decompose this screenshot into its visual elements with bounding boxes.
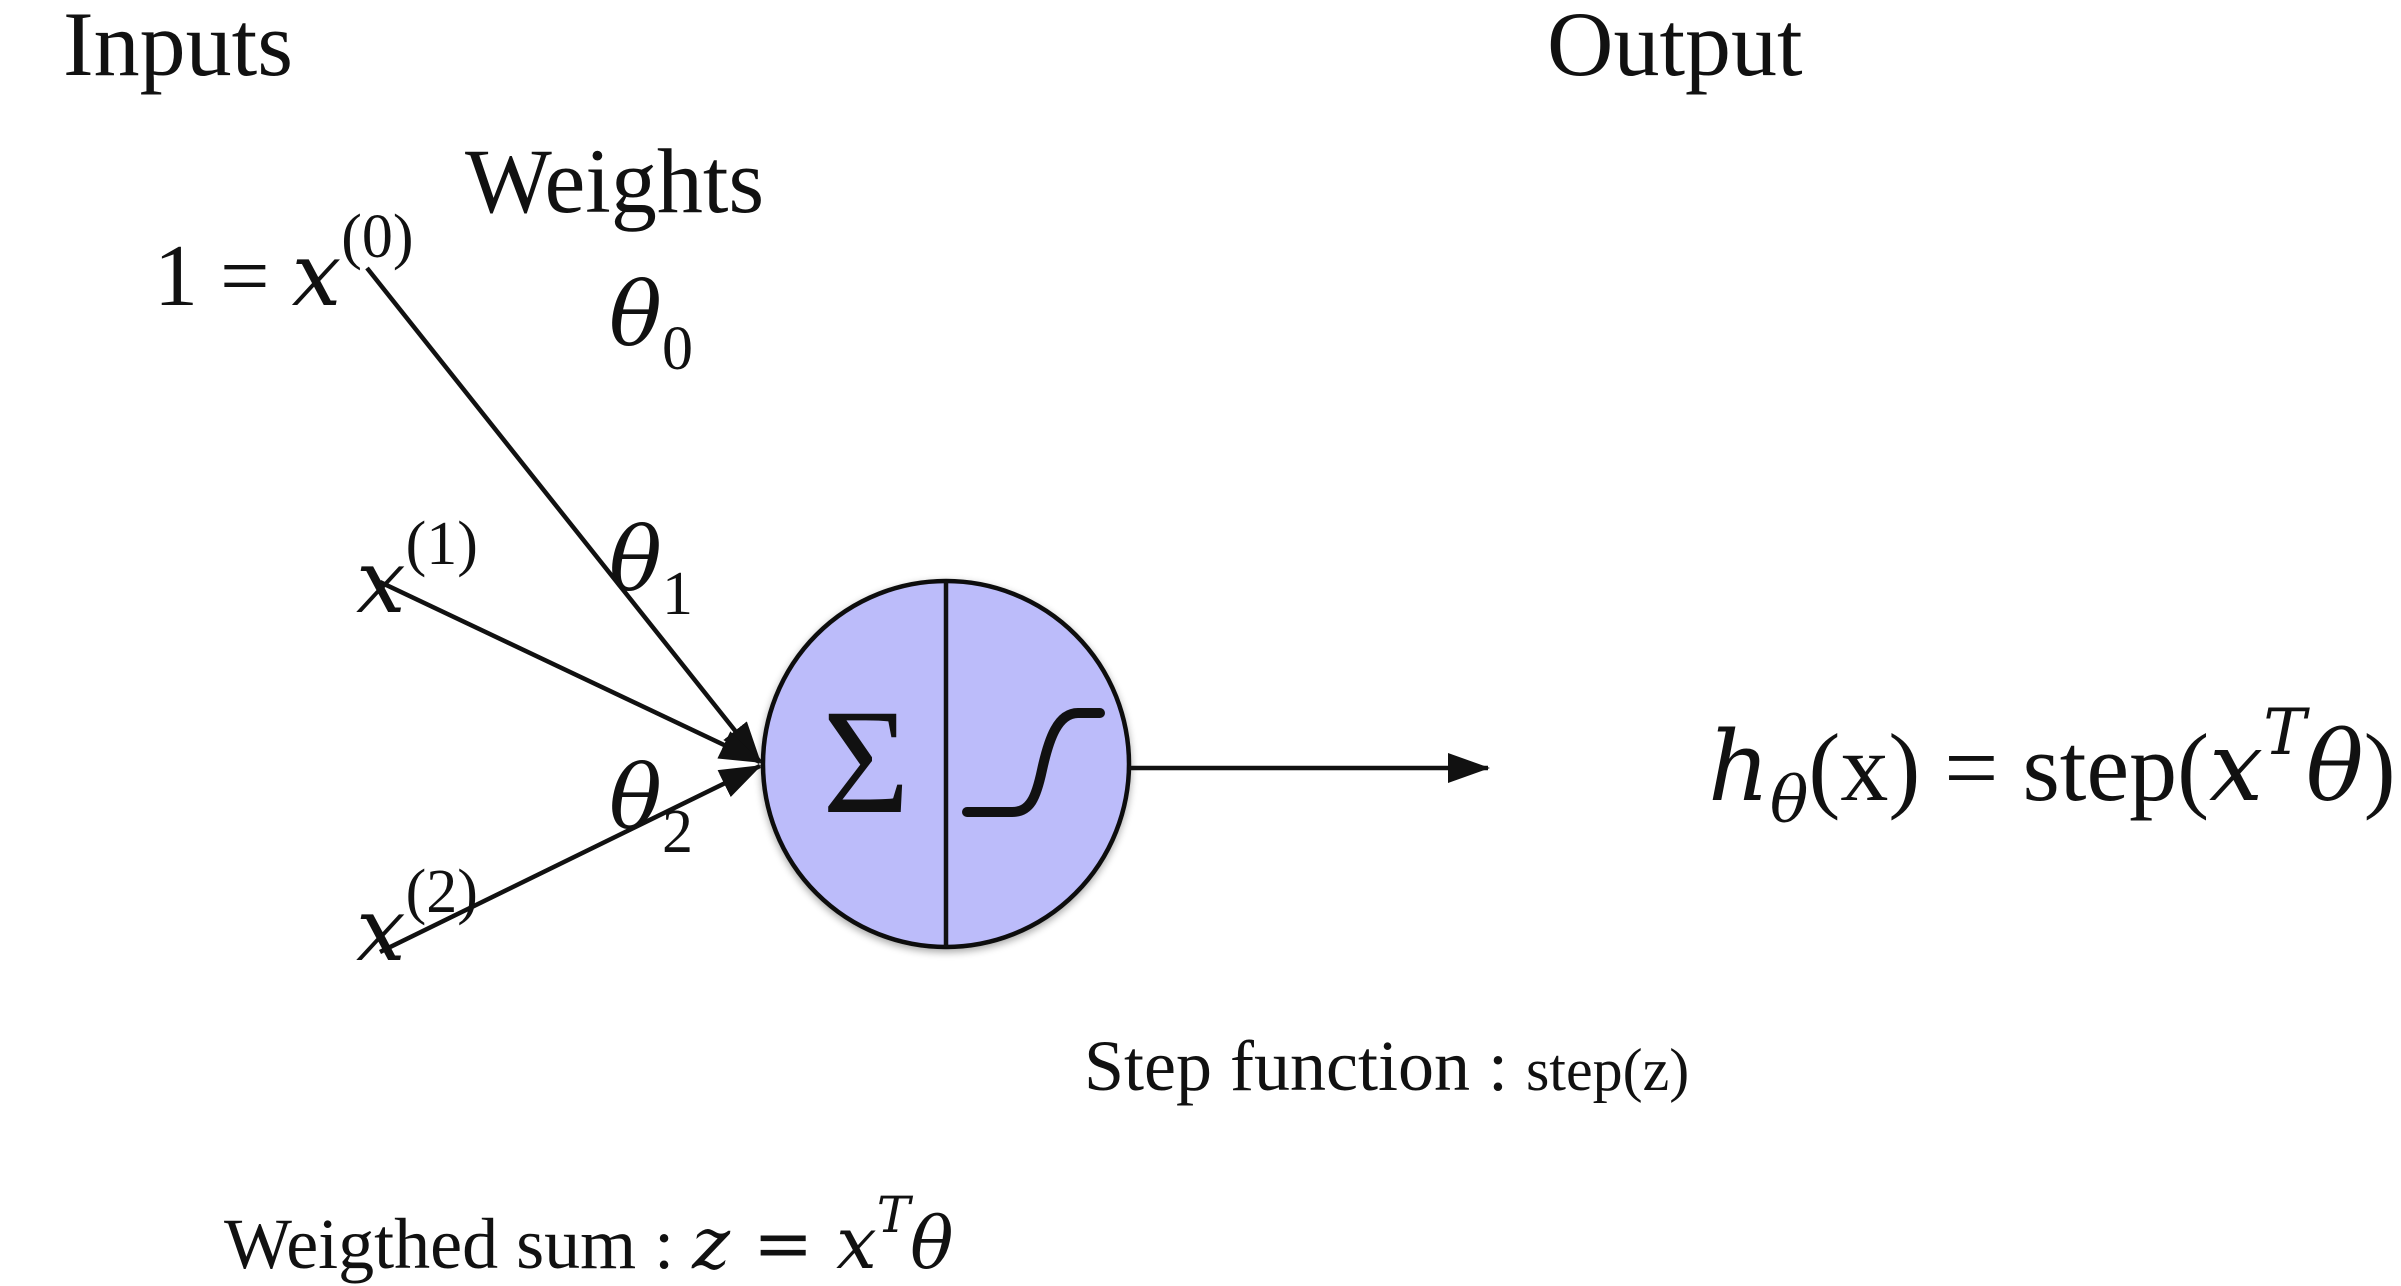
input-x0-label: 1 = x(0) [0,180,524,326]
weight-theta0-label: θ0 [455,263,803,389]
svg-text:1 = x(0): 1 = x(0) [0,180,524,326]
svg-text:hθ(x) = step(xTθ): hθ(x) = step(xTθ) [1540,696,2401,838]
edge-x0-to-neuron [365,266,762,764]
output-formula: hθ(x) = step(xTθ) [1540,696,2401,838]
weights-heading: Weights [465,130,764,232]
svg-text:Weigthed sum : z = xTθ: Weigthed sum : z = xTθ [98,1186,1044,1285]
svg-text:θ1: θ1 [455,508,803,634]
step-function-caption: Step function : step(z) [958,1026,1779,1106]
svg-text:x(2): x(2) [202,835,588,981]
svg-text:θ2: θ2 [455,746,803,872]
input-x2-label: x(2) [202,835,588,981]
edge-x2-to-neuron [379,763,762,955]
weight-theta1-label: θ1 [455,508,803,634]
svg-text:θ0: θ0 [455,263,803,389]
step-curve-icon [962,708,1105,817]
svg-text:Step function : step(z): Step function : step(z) [958,1026,1779,1106]
inputs-heading: Inputs [63,0,293,95]
output-heading: Output [1547,0,1803,95]
neuron: Σ [760,578,1132,950]
edge-x1-to-neuron [379,579,762,765]
sum-symbol: Σ [822,679,909,845]
weight-theta2-label: θ2 [455,746,803,872]
weighted-sum-caption: Weigthed sum : z = xTθ [98,1186,1044,1285]
